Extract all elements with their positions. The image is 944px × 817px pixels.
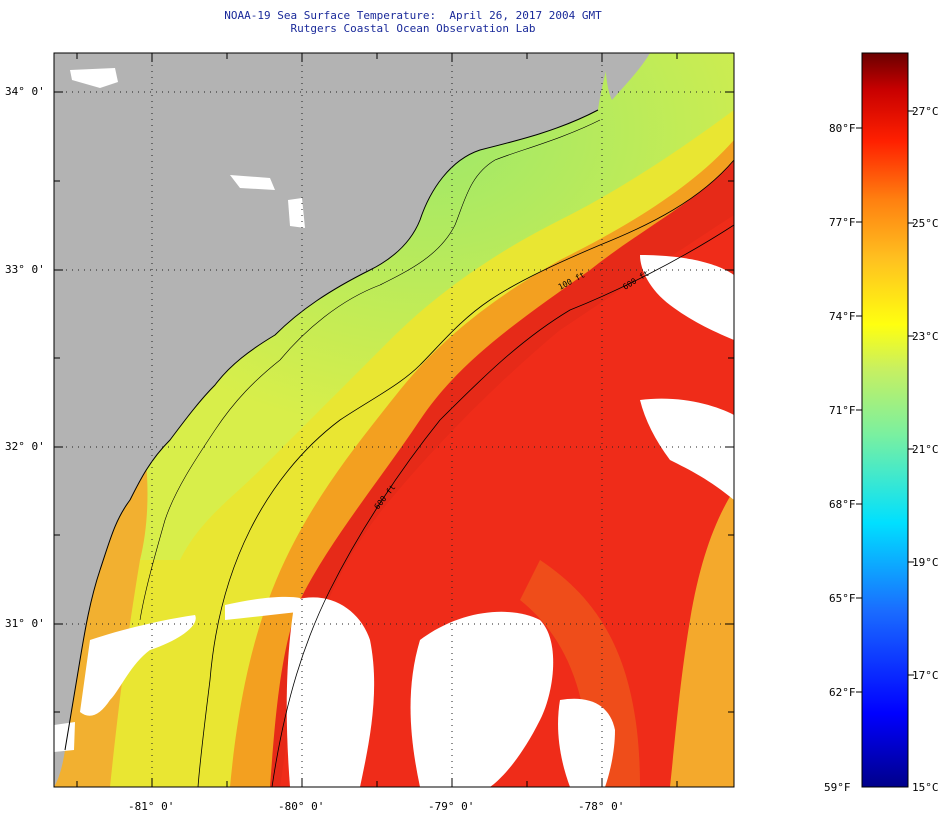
colorbar-f-65: 65°F	[829, 592, 856, 605]
lat-label-31: 31° 0'	[5, 617, 45, 630]
colorbar-f-62: 62°F	[829, 686, 856, 699]
colorbar-c-19: 19°C	[912, 556, 939, 569]
map-subtitle: Rutgers Coastal Ocean Observation Lab	[290, 22, 536, 35]
colorbar-c-25: 25°C	[912, 217, 939, 230]
lon-label-79: -79° 0'	[428, 800, 475, 813]
colorbar-c-17: 17°C	[912, 669, 939, 682]
isobath-inner	[139, 119, 601, 621]
colorbar	[861, 52, 909, 788]
colorbar-ticks	[856, 110, 914, 693]
colorbar-f-80: 80°F	[829, 122, 856, 135]
lat-label-32: 32° 0'	[5, 440, 45, 453]
colorbar-c-15: 15°C	[912, 781, 939, 794]
colorbar-c-21: 21°C	[912, 443, 939, 456]
lon-label-80: -80° 0'	[278, 800, 325, 813]
map-title: NOAA-19 Sea Surface Temperature: April 2…	[224, 9, 602, 22]
land-mass	[54, 53, 610, 787]
colorbar-f-68: 68°F	[829, 498, 856, 511]
lon-label-81: -81° 0'	[128, 800, 175, 813]
land-cape	[605, 53, 650, 100]
lat-label-33: 33° 0'	[5, 263, 45, 276]
lon-label-78: -78° 0'	[578, 800, 625, 813]
colorbar-c-27: 27°C	[912, 105, 939, 118]
colorbar-f-74: 74°F	[829, 310, 856, 323]
map-frame	[53, 52, 735, 788]
isobath-600ft	[271, 224, 734, 787]
colorbar-c-23: 23°C	[912, 330, 939, 343]
coastline	[64, 109, 599, 751]
colorbar-f-77: 77°F	[829, 216, 856, 229]
cloud-cover	[54, 68, 734, 787]
isobath-100ft	[197, 159, 734, 787]
axis-ticks	[54, 53, 734, 787]
colorbar-f-59: 59°F	[824, 781, 851, 794]
offshore-filament	[670, 490, 734, 787]
colorbar-f-71: 71°F	[829, 404, 856, 417]
graticule	[54, 53, 734, 787]
lat-label-34: 34° 0'	[5, 85, 45, 98]
gulf-stream-core	[280, 215, 734, 787]
